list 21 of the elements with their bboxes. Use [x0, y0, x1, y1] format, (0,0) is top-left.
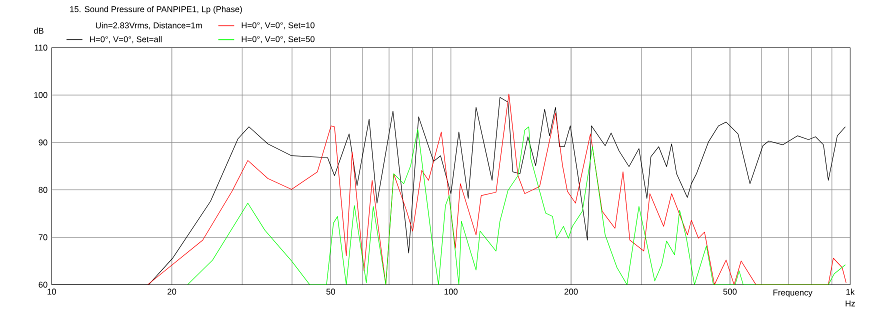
x-tick-label: 100 [444, 288, 458, 294]
legend-label: H=0°, V=0°, Set=all [90, 36, 162, 44]
x-tick-label: 200 [564, 288, 578, 294]
x-tick-label: 10 [48, 288, 56, 294]
y-axis-title: dB [34, 27, 44, 34]
y-tick-label: 100 [34, 92, 48, 98]
x-tick-label: 500 [723, 288, 737, 294]
y-tick-label: 70 [38, 234, 48, 240]
y-tick-label: 60 [38, 282, 48, 288]
y-tick-label: 110 [34, 44, 48, 50]
y-tick-label: 80 [38, 186, 48, 193]
chart-subtitle: Uin=2.83Vrms, Distance=1m [96, 22, 202, 30]
x-tick-label: 20 [168, 288, 176, 294]
legend-label: H=0°, V=0°, Set=10 [242, 22, 315, 30]
legend-label: H=0°, V=0°, Set=50 [242, 36, 315, 43]
x-tick-label: 50 [326, 288, 336, 294]
text: Hz [846, 300, 855, 306]
y-tick-label: 90 [38, 139, 48, 146]
x-tick-label: 1k [846, 288, 855, 295]
chart-title: 15. Sound Pressure of PANPIPE1, Lp (Phase) [70, 6, 242, 14]
x-axis-title: Frequency [773, 289, 812, 297]
